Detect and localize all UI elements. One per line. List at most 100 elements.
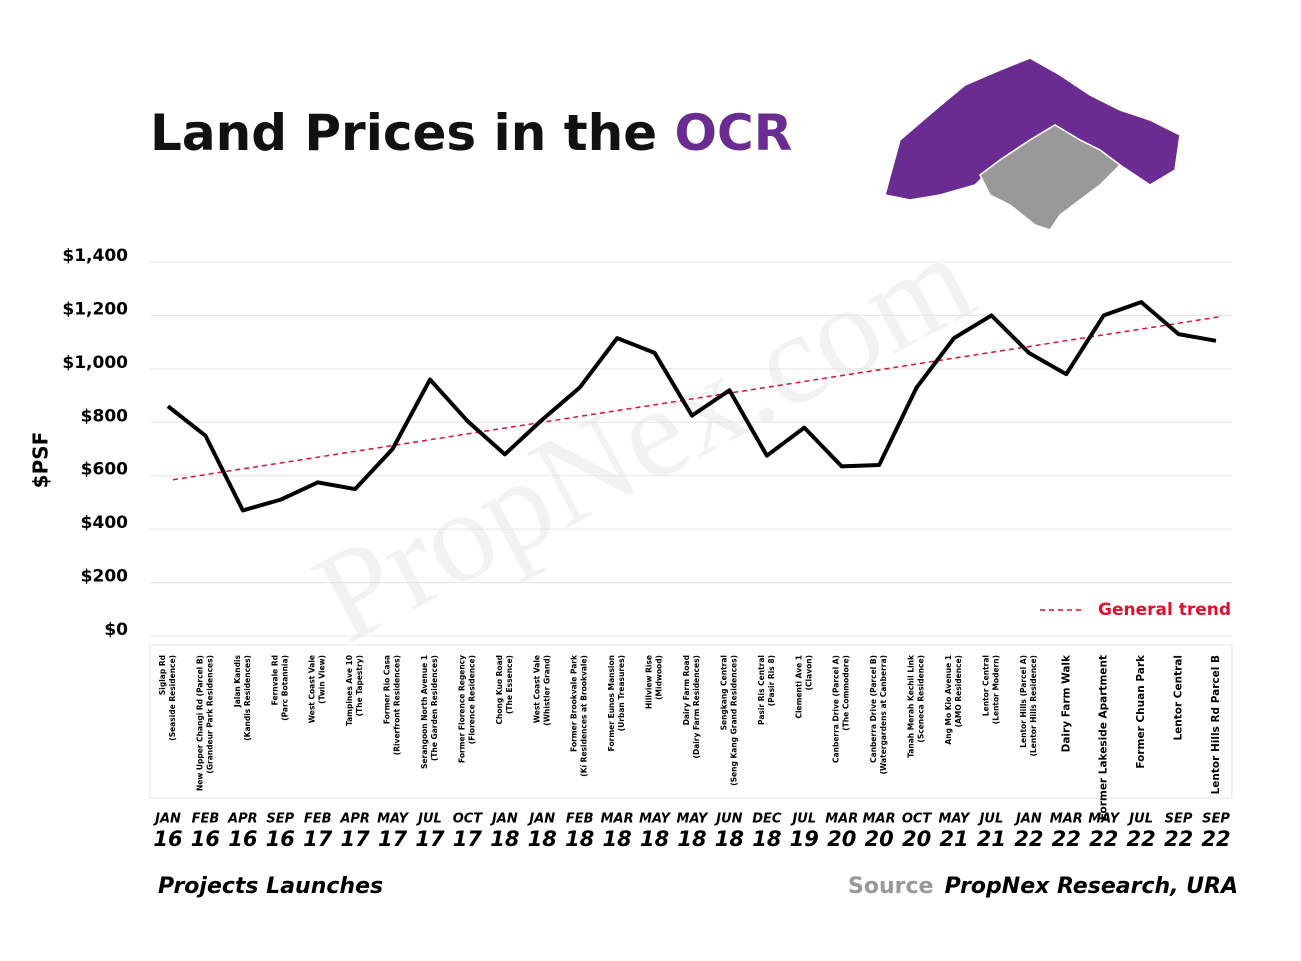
- category-label: Pasir Ris Central: [757, 655, 766, 725]
- price-line: [166, 300, 1217, 513]
- category-label: Lentor Hills Rd Parcel B: [1210, 655, 1222, 794]
- y-tick-label: $200: [81, 567, 128, 587]
- year-label: 17: [303, 827, 333, 851]
- map: [884, 57, 1181, 231]
- year-label: 22: [1089, 827, 1118, 851]
- category-label: Clementi Ave 1: [794, 655, 803, 719]
- year-label: 22: [1127, 827, 1156, 851]
- category-sublabel: (Twin View): [318, 655, 327, 704]
- category-sublabel: (Grandeur Park Residences): [205, 655, 214, 774]
- month-label: FEB: [566, 812, 594, 827]
- x-axis-label: Projects Launches: [158, 874, 383, 899]
- year-label: 21: [939, 827, 968, 851]
- category-sublabel: (Kandis Residences): [243, 655, 252, 741]
- month-label: FEB: [304, 812, 332, 827]
- category-sublabel: (Urban Treasures): [617, 655, 626, 731]
- category-label: Former Rio Casa: [383, 655, 392, 724]
- year-label: 20: [902, 827, 931, 851]
- category-label: Sengkang Central: [719, 655, 728, 730]
- category-label: West Coast Vale: [532, 655, 541, 723]
- category-sublabel: (Dairy Farm Residences): [692, 655, 701, 758]
- y-tick-label: $1,000: [62, 353, 128, 373]
- category-label: Fernvale Rd: [270, 655, 279, 705]
- month-label: SEP: [266, 812, 294, 827]
- title-main: Land Prices in the: [150, 104, 657, 162]
- y-tick-label: $600: [81, 460, 128, 480]
- category-label: West Coast Vale: [308, 655, 317, 723]
- category-label: Canberra Drive (Parcel B): [869, 655, 878, 763]
- year-label: 22: [1014, 827, 1043, 851]
- month-label: JAN: [526, 812, 555, 827]
- month-label: JUN: [713, 812, 742, 827]
- year-label: 16: [191, 827, 220, 851]
- month-label: FEB: [192, 812, 220, 827]
- month-label: MAR: [863, 812, 896, 827]
- year-label: 18: [565, 827, 594, 851]
- month-label: JUL: [415, 812, 442, 827]
- category-label: Serangoon North Avenue 1: [420, 655, 429, 769]
- y-axis-label: $PSF: [29, 432, 53, 489]
- year-label: 18: [640, 827, 669, 851]
- category-sublabel: (Kí Residences at Brookvale): [580, 655, 589, 777]
- month-label: MAY: [939, 812, 972, 827]
- month-label: MAY: [677, 812, 710, 827]
- category-sublabel: (Seaside Residence): [168, 655, 177, 741]
- category-label: Former Eunos Mansion: [607, 655, 616, 751]
- month-label: JAN: [489, 812, 518, 827]
- month-label: APR: [339, 812, 370, 827]
- category-label: New Upper Changi Rd (Parcel B): [195, 655, 204, 791]
- category-sublabel: (Riverfront Residences): [393, 655, 402, 755]
- year-label: 18: [490, 827, 519, 851]
- category-label: Tampines Ave 10: [345, 655, 354, 726]
- category-sublabel: (Midwood): [655, 655, 664, 700]
- map-core: [979, 124, 1122, 231]
- year-label: 18: [715, 827, 744, 851]
- month-label: MAY: [377, 812, 410, 827]
- month-label: JUL: [1126, 812, 1153, 827]
- year-label: 17: [415, 827, 445, 851]
- year-label: 16: [228, 827, 257, 851]
- category-label: Dairy Farm Road: [682, 655, 691, 725]
- month-label: MAY: [1088, 812, 1121, 827]
- year-label: 22: [1201, 827, 1230, 851]
- year-label: 22: [1052, 827, 1081, 851]
- month-label: SEP: [1165, 812, 1193, 827]
- category-sublabel: (The Garden Residences): [430, 655, 439, 761]
- year-label: 20: [827, 827, 856, 851]
- category-label: Lentor Hills (Parcel A): [1019, 655, 1028, 748]
- category-label: Hillview Rise: [645, 655, 654, 709]
- category-label: Dairy Farm Walk: [1060, 654, 1072, 752]
- category-sublabel: (Seng Kang Grand Residences): [729, 655, 738, 786]
- category-label: Former Florence Regency: [457, 655, 466, 763]
- legend-label: General trend: [1098, 600, 1231, 620]
- chart-title: Land Prices in the OCR: [150, 104, 792, 162]
- category-sublabel: (Lentor Modern): [991, 655, 1000, 724]
- month-label: APR: [227, 812, 258, 827]
- year-label: 19: [790, 827, 819, 851]
- category-label: Jalan Kandis: [233, 654, 242, 708]
- month-label: JUL: [789, 812, 816, 827]
- month-label: OCT: [453, 812, 484, 827]
- category-sublabel: (AMO Residence): [954, 655, 963, 727]
- category-label: Siglap Rd: [158, 655, 167, 695]
- year-label: 21: [977, 827, 1006, 851]
- year-label: 22: [1164, 827, 1193, 851]
- category-label: Lentor Central: [1173, 655, 1185, 741]
- month-label: MAR: [601, 812, 634, 827]
- category-label: Chong Kuo Road: [495, 655, 504, 724]
- year-label: 16: [153, 827, 182, 851]
- year-label: 18: [677, 827, 706, 851]
- category-sublabel: (Watergardens at Canberra): [879, 655, 888, 774]
- month-label: JUL: [977, 812, 1004, 827]
- month-label: SEP: [1202, 812, 1230, 827]
- category-sublabel: (The Essence): [505, 655, 514, 714]
- year-label: 17: [378, 827, 408, 851]
- trend-line: [172, 316, 1221, 481]
- category-sublabel: (Sceneca Residence): [917, 655, 926, 743]
- category-label: Canberra Drive (Parcel A): [832, 655, 841, 763]
- source-label: Source: [848, 874, 933, 899]
- month-label: MAR: [1050, 812, 1083, 827]
- category-sublabel: (Parc Botannia): [280, 655, 289, 721]
- category-label: Former Chuan Park: [1135, 654, 1147, 769]
